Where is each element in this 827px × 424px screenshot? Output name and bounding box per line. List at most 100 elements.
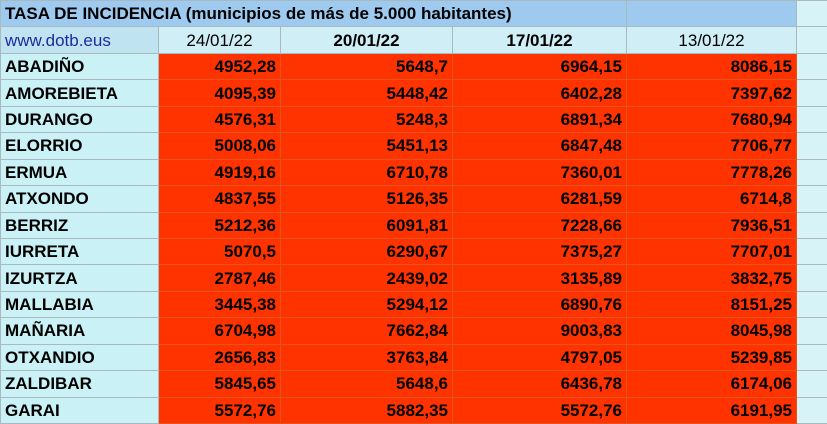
- incidence-value: 2787,46: [158, 264, 281, 292]
- empty-cell: [796, 264, 827, 292]
- incidence-value: 4919,16: [158, 158, 281, 187]
- date-header-4: 13/01/22: [626, 26, 798, 54]
- incidence-value: 4797,05: [451, 343, 628, 372]
- table-row: IZURTZA 2787,46 2439,02 3135,89 3832,75: [0, 264, 827, 292]
- municipality-name: BERRIZ: [0, 211, 159, 239]
- empty-cell: [796, 0, 827, 28]
- incidence-value: 6890,76: [451, 290, 628, 319]
- table-row: ABADIÑO 4952,28 5648,7 6964,15 8086,15: [0, 52, 827, 81]
- table-row: IURRETA 5070,5 6290,67 7375,27 7707,01: [0, 237, 827, 266]
- empty-cell: [796, 79, 827, 107]
- incidence-value: 5008,06: [158, 132, 281, 160]
- municipality-name: MALLABIA: [0, 290, 159, 319]
- table-row: OTXANDIO 2656,83 3763,84 4797,05 5239,85: [0, 343, 827, 372]
- incidence-value: 8045,98: [626, 317, 798, 345]
- municipality-name: IURRETA: [0, 237, 159, 266]
- municipality-name: ABADIÑO: [0, 52, 159, 81]
- incidence-value: 6436,78: [451, 370, 628, 398]
- incidence-value: 7778,26: [626, 158, 798, 187]
- table-row: BERRIZ 5212,36 6091,81 7228,66 7936,51: [0, 211, 827, 239]
- incidence-value: 2439,02: [280, 264, 453, 292]
- incidence-value: 6891,34: [451, 105, 628, 134]
- incidence-value: 3135,89: [451, 264, 628, 292]
- municipality-name: ZALDIBAR: [0, 370, 159, 398]
- municipality-name: ERMUA: [0, 158, 159, 187]
- municipality-name: GARAI: [0, 396, 159, 424]
- empty-cell: [796, 317, 827, 345]
- empty-cell: [796, 132, 827, 160]
- incidence-value: 7375,27: [451, 237, 628, 266]
- incidence-value: 4095,39: [158, 79, 281, 107]
- empty-cell: [796, 158, 827, 187]
- incidence-value: 6091,81: [280, 211, 453, 239]
- table-title: TASA DE INCIDENCIA (municipios de más de…: [0, 0, 628, 28]
- incidence-value: 5126,35: [280, 185, 453, 213]
- incidence-value: 6710,78: [280, 158, 453, 187]
- incidence-value: 5882,35: [280, 396, 453, 424]
- incidence-value: 5451,13: [280, 132, 453, 160]
- incidence-value: 7662,84: [280, 317, 453, 345]
- table-row: ERMUA 4919,16 6710,78 7360,01 7778,26: [0, 158, 827, 187]
- incidence-value: 5294,12: [280, 290, 453, 319]
- incidence-value: 6174,06: [626, 370, 798, 398]
- incidence-value: 3445,38: [158, 290, 281, 319]
- empty-cell: [796, 52, 827, 81]
- incidence-value: 4837,55: [158, 185, 281, 213]
- site-label: www.dotb.eus: [0, 26, 159, 54]
- incidence-value: 6704,98: [158, 317, 281, 345]
- incidence-value: 6847,48: [451, 132, 628, 160]
- incidence-value: 5572,76: [451, 396, 628, 424]
- incidence-value: 6714,8: [626, 185, 798, 213]
- incidence-value: 9003,83: [451, 317, 628, 345]
- incidence-value: 4952,28: [158, 52, 281, 81]
- incidence-value: 5448,42: [280, 79, 453, 107]
- incidence-value: 2656,83: [158, 343, 281, 372]
- title-spacer-cell: [626, 0, 798, 28]
- date-header-3: 17/01/22: [451, 26, 628, 54]
- incidence-value: 7680,94: [626, 105, 798, 134]
- table-row: AMOREBIETA 4095,39 5448,42 6402,28 7397,62: [0, 79, 827, 107]
- empty-cell: [796, 105, 827, 134]
- incidence-value: 7397,62: [626, 79, 798, 107]
- incidence-value: 7936,51: [626, 211, 798, 239]
- incidence-value: 6964,15: [451, 52, 628, 81]
- municipality-name: OTXANDIO: [0, 343, 159, 372]
- municipality-name: ELORRIO: [0, 132, 159, 160]
- incidence-value: 6402,28: [451, 79, 628, 107]
- table-row: GARAI 5572,76 5882,35 5572,76 6191,95: [0, 396, 827, 424]
- table-row: ATXONDO 4837,55 5126,35 6281,59 6714,8: [0, 185, 827, 213]
- incidence-value: 8086,15: [626, 52, 798, 81]
- incidence-value: 5648,7: [280, 52, 453, 81]
- incidence-value: 6191,95: [626, 396, 798, 424]
- incidence-value: 8151,25: [626, 290, 798, 319]
- incidence-value: 5239,85: [626, 343, 798, 372]
- table-row: MAÑARIA 6704,98 7662,84 9003,83 8045,98: [0, 317, 827, 345]
- incidence-value: 5070,5: [158, 237, 281, 266]
- incidence-value: 5212,36: [158, 211, 281, 239]
- incidence-value: 5845,65: [158, 370, 281, 398]
- empty-cell: [796, 343, 827, 372]
- municipality-name: IZURTZA: [0, 264, 159, 292]
- incidence-value: 6281,59: [451, 185, 628, 213]
- incidence-value: 7228,66: [451, 211, 628, 239]
- empty-cell: [796, 370, 827, 398]
- empty-cell: [796, 396, 827, 424]
- incidence-value: 7360,01: [451, 158, 628, 187]
- municipality-name: DURANGO: [0, 105, 159, 134]
- empty-cell: [796, 185, 827, 213]
- empty-cell: [796, 290, 827, 319]
- incidence-value: 3832,75: [626, 264, 798, 292]
- empty-cell: [796, 237, 827, 266]
- date-header-1: 24/01/22: [158, 26, 281, 54]
- incidence-value: 5572,76: [158, 396, 281, 424]
- table-row: ELORRIO 5008,06 5451,13 6847,48 7706,77: [0, 132, 827, 160]
- incidence-value: 5248,3: [280, 105, 453, 134]
- table-row: MALLABIA 3445,38 5294,12 6890,76 8151,25: [0, 290, 827, 319]
- municipality-name: ATXONDO: [0, 185, 159, 213]
- title-row: TASA DE INCIDENCIA (municipios de más de…: [0, 0, 827, 28]
- header-row: www.dotb.eus 24/01/22 20/01/22 17/01/22 …: [0, 26, 827, 54]
- table-row: DURANGO 4576,31 5248,3 6891,34 7680,94: [0, 105, 827, 134]
- incidence-value: 6290,67: [280, 237, 453, 266]
- incidence-value: 7706,77: [626, 132, 798, 160]
